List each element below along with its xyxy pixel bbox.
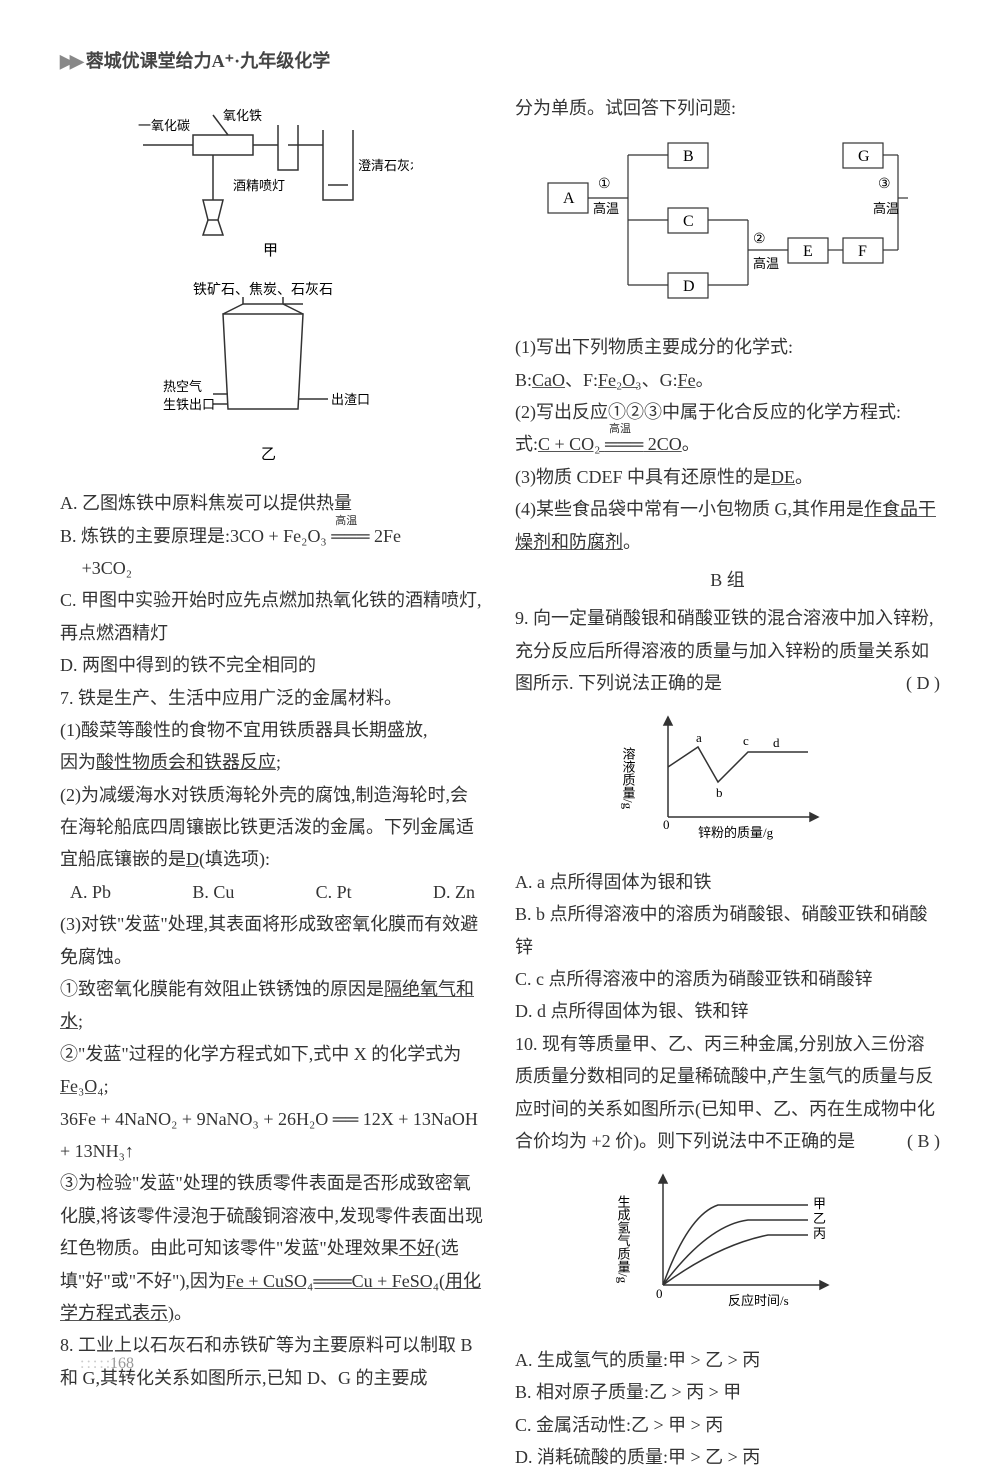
q7-3-2: ②"发蓝"过程的化学方程式如下,式中 X 的化学式为Fe₃O₄; — [60, 1038, 485, 1103]
svg-text:甲: 甲 — [813, 1196, 826, 1211]
q6-optB-cont: +3CO₂ — [60, 552, 485, 584]
svg-text:生成氢气质量/g: 生成氢气质量/g — [615, 1195, 630, 1284]
svg-text:乙: 乙 — [261, 447, 276, 463]
diagram-2: 铁矿石、焦炭、石灰石 热空气 生铁出口 出渣口 乙 — [60, 279, 485, 479]
svg-text:D: D — [683, 278, 695, 295]
svg-text:①: ① — [598, 177, 611, 192]
svg-text:锌粉的质量/g: 锌粉的质量/g — [698, 825, 774, 840]
svg-text:B: B — [683, 148, 694, 165]
svg-text:澄清石灰水: 澄清石灰水 — [358, 158, 413, 173]
svg-text:铁矿石、焦炭、石灰石: 铁矿石、焦炭、石灰石 — [193, 282, 333, 298]
graph-2: 生成氢气质量/g 反应时间/s 0 甲 乙 丙 — [515, 1165, 940, 1335]
svg-text:乙: 乙 — [813, 1211, 826, 1226]
q9A: A. a 点所得固体为银和铁 — [515, 866, 940, 898]
q7-2: (2)为减缓海水对铁质海轮外壳的腐蚀,制造海轮时,会在海轮船底四周镶嵌比铁更活泼… — [60, 779, 485, 876]
svg-text:A: A — [563, 190, 575, 207]
q6-optB: B. 炼铁的主要原理是:3CO + Fe₂O₃ ═══高温 2Fe — [60, 520, 485, 552]
q7-1a: (1)酸菜等酸性的食物不宜用铁质器具长期盛放, — [60, 714, 485, 746]
r4: (4)某些食品袋中常有一小包物质 G,其作用是作食品干燥剂和防腐剂。 — [515, 493, 940, 558]
svg-text:高温: 高温 — [873, 201, 899, 216]
q8-cont: 分为单质。试回答下列问题: — [515, 92, 940, 124]
q7-opts: A. PbB. CuC. PtD. Zn — [60, 876, 485, 908]
svg-text:氧化铁: 氧化铁 — [223, 108, 262, 123]
svg-text:0: 0 — [663, 817, 670, 832]
q9: 9. 向一定量硝酸银和硝酸亚铁的混合溶液中加入锌粉,充分反应后所得溶液的质量与加… — [515, 602, 940, 699]
r1b: B:CaO、F:Fe₂O₃、G:Fe。 — [515, 364, 940, 396]
left-column: 一氧化碳 氧化铁 酒精喷灯 澄清石灰水 甲 铁矿石、焦炭、石灰石 热空气 — [60, 92, 485, 1473]
svg-text:甲: 甲 — [263, 243, 278, 259]
r2ans: 式:C + CO₂ ═══高温 2CO。 — [515, 428, 940, 460]
q9B: B. b 点所得溶液中的溶质为硝酸银、硝酸亚铁和硝酸锌 — [515, 898, 940, 963]
svg-text:高温: 高温 — [753, 256, 779, 271]
svg-text:d: d — [773, 735, 780, 750]
svg-text:高温: 高温 — [593, 201, 619, 216]
graph-1: 溶液质量/g 锌粉的质量/g 0 a b c d — [515, 707, 940, 857]
svg-text:热空气: 热空气 — [163, 379, 202, 394]
svg-text:0: 0 — [656, 1286, 663, 1301]
right-column: 分为单质。试回答下列问题: — [515, 92, 940, 1473]
q10B: B. 相对原子质量:乙 > 丙 > 甲 — [515, 1376, 940, 1408]
svg-text:G: G — [858, 148, 870, 165]
q6-optD: D. 两图中得到的铁不完全相同的 — [60, 649, 485, 681]
svg-text:C: C — [683, 213, 694, 230]
diagram-1: 一氧化碳 氧化铁 酒精喷灯 澄清石灰水 甲 — [60, 100, 485, 270]
r3: (3)物质 CDEF 中具有还原性的是DE。 — [515, 461, 940, 493]
svg-text:生铁出口: 生铁出口 — [163, 397, 215, 412]
q7-eq: 36Fe + 4NaNO₂ + 9NaNO₃ + 26H₂O ══ 12X + … — [60, 1103, 485, 1168]
q7-3: (3)对铁"发蓝"处理,其表面将形成致密氧化膜而有效避免腐蚀。 — [60, 908, 485, 973]
svg-text:②: ② — [753, 232, 766, 247]
q10A: A. 生成氢气的质量:甲 > 乙 > 丙 — [515, 1344, 940, 1376]
svg-text:溶液质量/g: 溶液质量/g — [620, 747, 635, 810]
q10C: C. 金属活动性:乙 > 甲 > 丙 — [515, 1409, 940, 1441]
r1a: (1)写出下列物质主要成分的化学式: — [515, 331, 940, 363]
svg-text:酒精喷灯: 酒精喷灯 — [233, 178, 285, 193]
svg-text:a: a — [696, 730, 702, 745]
svg-text:E: E — [803, 243, 813, 260]
svg-text:反应时间/s: 反应时间/s — [728, 1293, 789, 1308]
q7: 7. 铁是生产、生活中应用广泛的金属材料。 — [60, 682, 485, 714]
q7-3-1: ①致密氧化膜能有效阻止铁锈蚀的原因是隔绝氧气和水; — [60, 973, 485, 1038]
svg-text:一氧化碳: 一氧化碳 — [138, 118, 190, 133]
q6-optA: A. 乙图炼铁中原料焦炭可以提供热量 — [60, 487, 485, 519]
q9C: C. c 点所得溶液中的溶质为硝酸亚铁和硝酸锌 — [515, 963, 940, 995]
q7-1b: 因为酸性物质会和铁器反应; — [60, 746, 485, 778]
header-title: 蓉城优课堂给力A⁺·九年级化学 — [86, 45, 331, 77]
svg-text:出渣口: 出渣口 — [331, 392, 370, 407]
q10: 10. 现有等质量甲、乙、丙三种金属,分别放入三份溶质质量分数相同的足量稀硫酸中… — [515, 1028, 940, 1158]
flow-diagram: A B C D E F G ① 高温 ② 高温 ③ 高温 — [515, 133, 940, 323]
svg-text:c: c — [743, 733, 749, 748]
svg-text:③: ③ — [878, 177, 891, 192]
chevron-icon: ▶▶ — [60, 45, 80, 77]
page-number: ::::::168 — [80, 1350, 134, 1379]
q6-optC: C. 甲图中实验开始时应先点燃加热氧化铁的酒精喷灯,再点燃酒精灯 — [60, 584, 485, 649]
r2a: (2)写出反应①②③中属于化合反应的化学方程式: — [515, 396, 940, 428]
section-b: B 组 — [515, 564, 940, 596]
content-columns: 一氧化碳 氧化铁 酒精喷灯 澄清石灰水 甲 铁矿石、焦炭、石灰石 热空气 — [60, 92, 940, 1473]
svg-text:b: b — [716, 785, 723, 800]
svg-text:丙: 丙 — [813, 1226, 826, 1241]
q7-3-3: ③为检验"发蓝"处理的铁质零件表面是否形成致密氧化膜,将该零件浸泡于硫酸铜溶液中… — [60, 1167, 485, 1329]
page-header: ▶▶ 蓉城优课堂给力A⁺·九年级化学 — [60, 45, 940, 77]
svg-text:F: F — [858, 243, 867, 260]
q9D: D. d 点所得固体为银、铁和锌 — [515, 995, 940, 1027]
q10D: D. 消耗硫酸的质量:甲 > 乙 > 丙 — [515, 1441, 940, 1473]
